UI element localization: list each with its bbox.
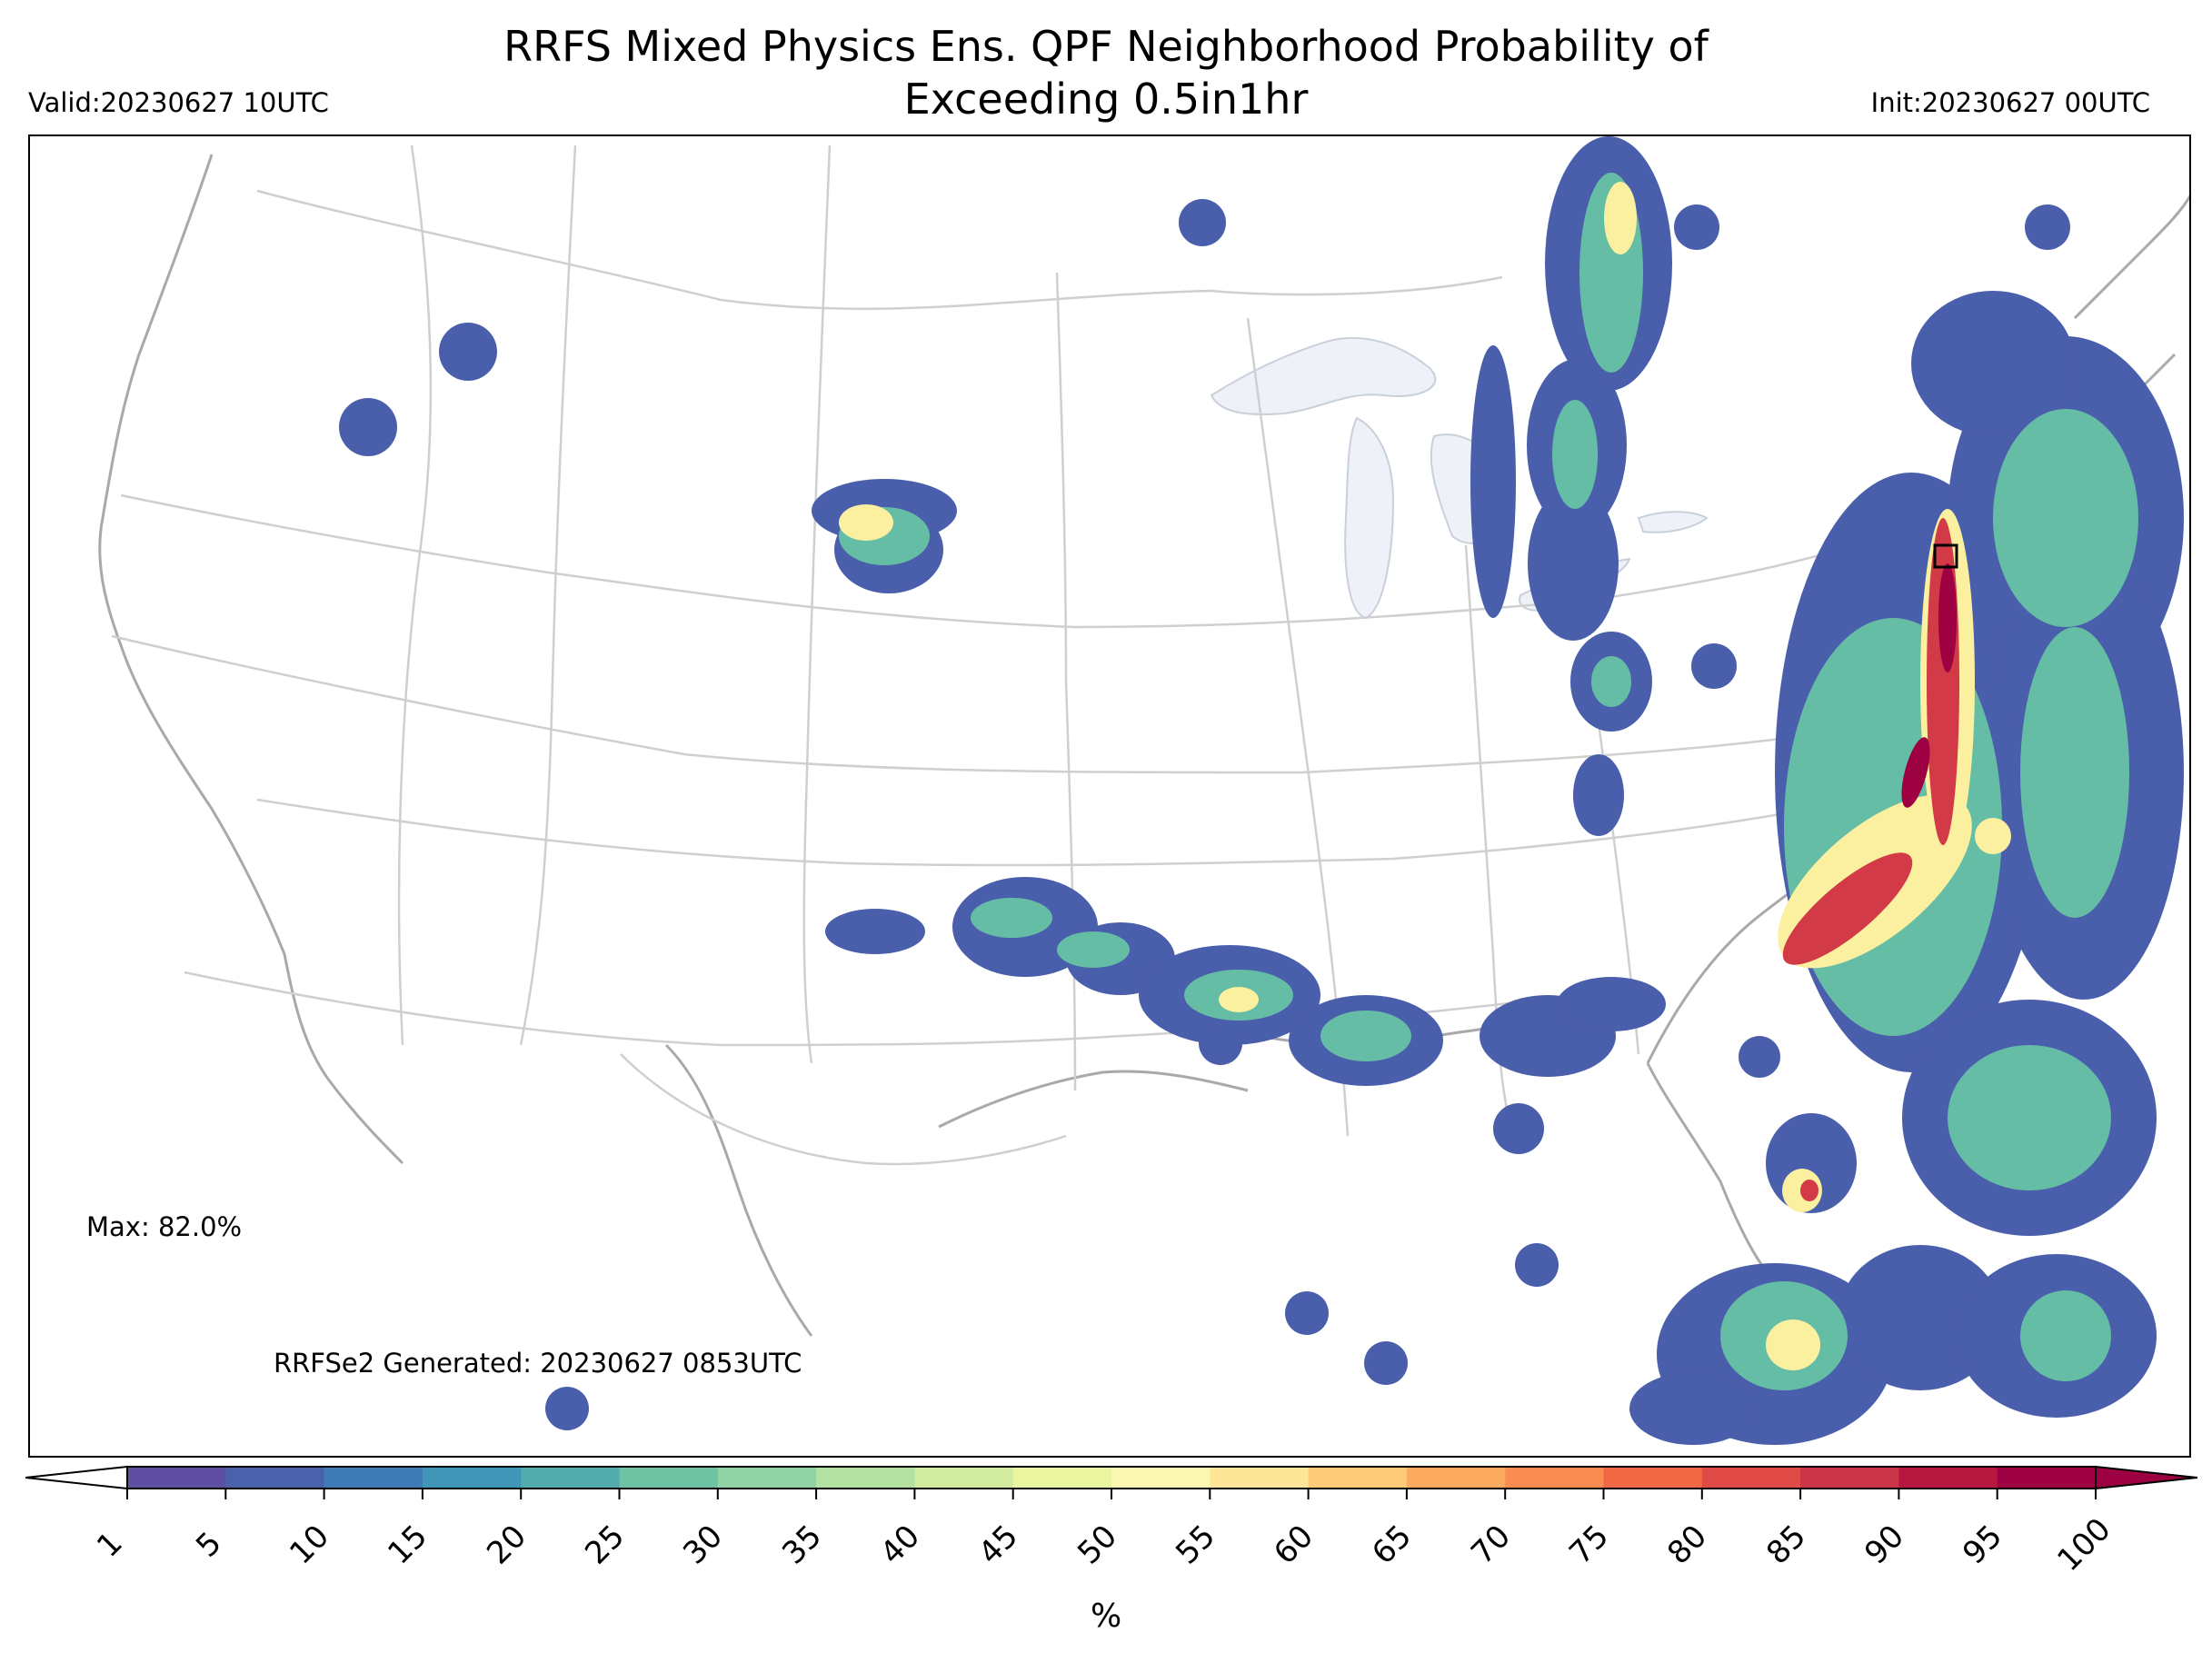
lake-ontario [1637, 511, 1709, 533]
lake-michigan [1344, 416, 1395, 620]
colorbar-tick-label: 75 [1562, 1518, 1617, 1572]
colorbar-segment [1800, 1467, 1899, 1489]
colorbar-tick-label: 45 [971, 1518, 1026, 1572]
colorbar-tick-label: 60 [1267, 1518, 1321, 1572]
colorbar-segment [1898, 1467, 1998, 1489]
colorbar-tick-label: 85 [1759, 1518, 1813, 1572]
lake-superior [1210, 336, 1437, 415]
colorbar-segment [1505, 1467, 1604, 1489]
colorbar-segments [126, 1466, 2097, 1499]
colorbar-tick-label: 50 [1070, 1518, 1124, 1572]
colorbar-segment [127, 1467, 226, 1489]
colorbar-segment [422, 1467, 522, 1489]
colorbar-segment [1406, 1467, 1506, 1489]
colorbar-tick-label: 15 [381, 1518, 435, 1572]
colorbar-segment [1308, 1467, 1408, 1489]
map-title-line2: Exceeding 0.5in1hr [903, 75, 1309, 124]
colorbar-tick-label: 30 [676, 1518, 731, 1572]
colorbar-unit-label: % [1091, 1598, 1122, 1635]
max-location-marker [1933, 543, 1958, 569]
init-time: Init:20230627 00UTC [1870, 87, 2150, 118]
map-canvas [98, 136, 2189, 1445]
map-title-line1: RRFS Mixed Physics Ens. QPF Neighborhood… [503, 22, 1709, 71]
generated-label: RRFSe2 Generated: 20230627 0853UTC [274, 1348, 802, 1379]
colorbar-tick-label: 65 [1365, 1518, 1420, 1572]
colorbar-tick-label: 40 [873, 1518, 928, 1572]
colorbar-tick-label: 10 [283, 1518, 337, 1572]
colorbar-segment [717, 1467, 817, 1489]
colorbar-tick-label: 5 [188, 1525, 229, 1565]
colorbar-segment [1210, 1467, 1310, 1489]
colorbar-segment [1701, 1467, 1801, 1489]
map-panel: Max: 82.0% RRFSe2 Generated: 20230627 08… [28, 134, 2191, 1458]
colorbar-tick-label: 90 [1858, 1518, 1912, 1572]
colorbar-tick-label: 70 [1463, 1518, 1518, 1572]
colorbar-segment [324, 1467, 423, 1489]
colorbar-min-extend [25, 1465, 128, 1490]
colorbar-segment [1603, 1467, 1703, 1489]
colorbar-segment [521, 1467, 620, 1489]
colorbar-tick-label: 80 [1660, 1518, 1715, 1572]
colorbar-segment [1111, 1467, 1211, 1489]
colorbar-tick-label: 35 [774, 1518, 829, 1572]
colorbar-segment [816, 1467, 915, 1489]
colorbar-segment [914, 1467, 1014, 1489]
colorbar-segment [619, 1467, 719, 1489]
valid-time: Valid:20230627 10UTC [28, 87, 329, 118]
colorbar-segment [225, 1467, 325, 1489]
prob-field-max [1901, 563, 1957, 808]
colorbar-tick-label: 55 [1169, 1518, 1222, 1572]
colorbar-tick-label: 1 [90, 1525, 130, 1565]
max-value-label: Max: 82.0% [86, 1211, 243, 1242]
colorbar-tick-label: 95 [1956, 1518, 2010, 1572]
colorbar-max-extend [2095, 1465, 2197, 1490]
colorbar-tick-label: 100 [2050, 1510, 2118, 1579]
colorbar [25, 1465, 2197, 1499]
colorbar-segment [1997, 1467, 2097, 1489]
colorbar-tick-label: 25 [578, 1518, 633, 1572]
colorbar-segment [1012, 1467, 1112, 1489]
colorbar-tick-label: 20 [479, 1518, 533, 1572]
